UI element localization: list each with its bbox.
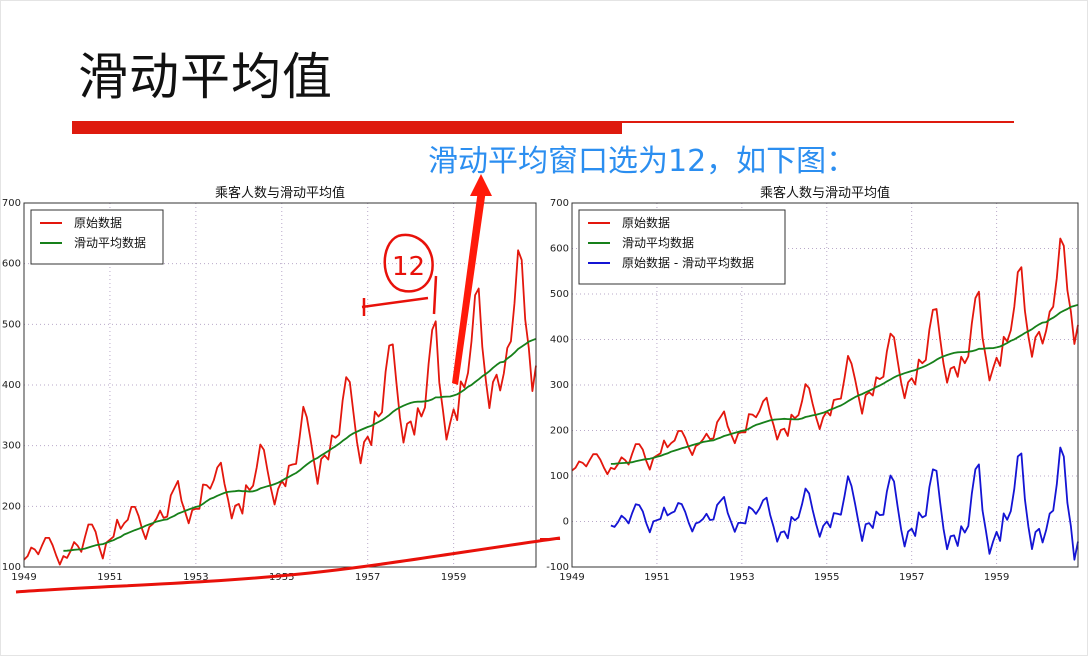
title-underline-line [622,121,1014,123]
legend-box [30,209,164,265]
x-tick-label: 1955 [814,572,839,583]
title-underline-bar [72,121,622,134]
legend-label-diff: 原始数据 - 滑动平均数据 [622,255,754,270]
x-tick-label: 1953 [729,572,754,583]
legend-label-rolling: 滑动平均数据 [74,235,146,250]
y-tick-label: 500 [550,289,569,300]
legend-box [578,209,786,285]
chart-title: 乘客人数与滑动平均值 [215,185,345,201]
y-tick-label: 300 [2,441,21,452]
x-tick-label: 1957 [899,572,924,583]
series-line-rolling [610,303,1079,465]
y-tick-label: 600 [2,259,21,270]
y-tick-label: 200 [2,501,21,512]
y-tick-label: 600 [550,244,569,255]
y-tick-label: 100 [550,471,569,482]
y-tick-label: 0 [563,517,569,528]
y-tick-label: 300 [550,380,569,391]
window-note: 滑动平均窗口选为12，如下图： [428,144,857,179]
legend-label-rolling: 滑动平均数据 [622,235,694,250]
x-tick-label: 1949 [559,572,584,583]
chart-title: 乘客人数与滑动平均值 [760,185,890,201]
series-line-rolling [63,337,537,552]
x-tick-label: 1959 [984,572,1009,583]
y-tick-label: 400 [550,335,569,346]
y-tick-label: 200 [550,426,569,437]
series-line-raw [571,237,1079,476]
y-tick-label: 100 [2,562,21,573]
legend-label-raw: 原始数据 [622,215,670,230]
y-tick-label: 700 [550,198,569,209]
plot-area [571,202,1079,568]
y-tick-label: 500 [2,319,21,330]
series-line-diff [610,446,1079,561]
y-tick-label: 400 [2,380,21,391]
y-tick-label: -100 [546,562,569,573]
slide-title: 滑动平均值 [78,48,333,106]
legend-label-raw: 原始数据 [74,215,122,230]
x-tick-label: 1951 [644,572,669,583]
y-tick-label: 700 [2,198,21,209]
